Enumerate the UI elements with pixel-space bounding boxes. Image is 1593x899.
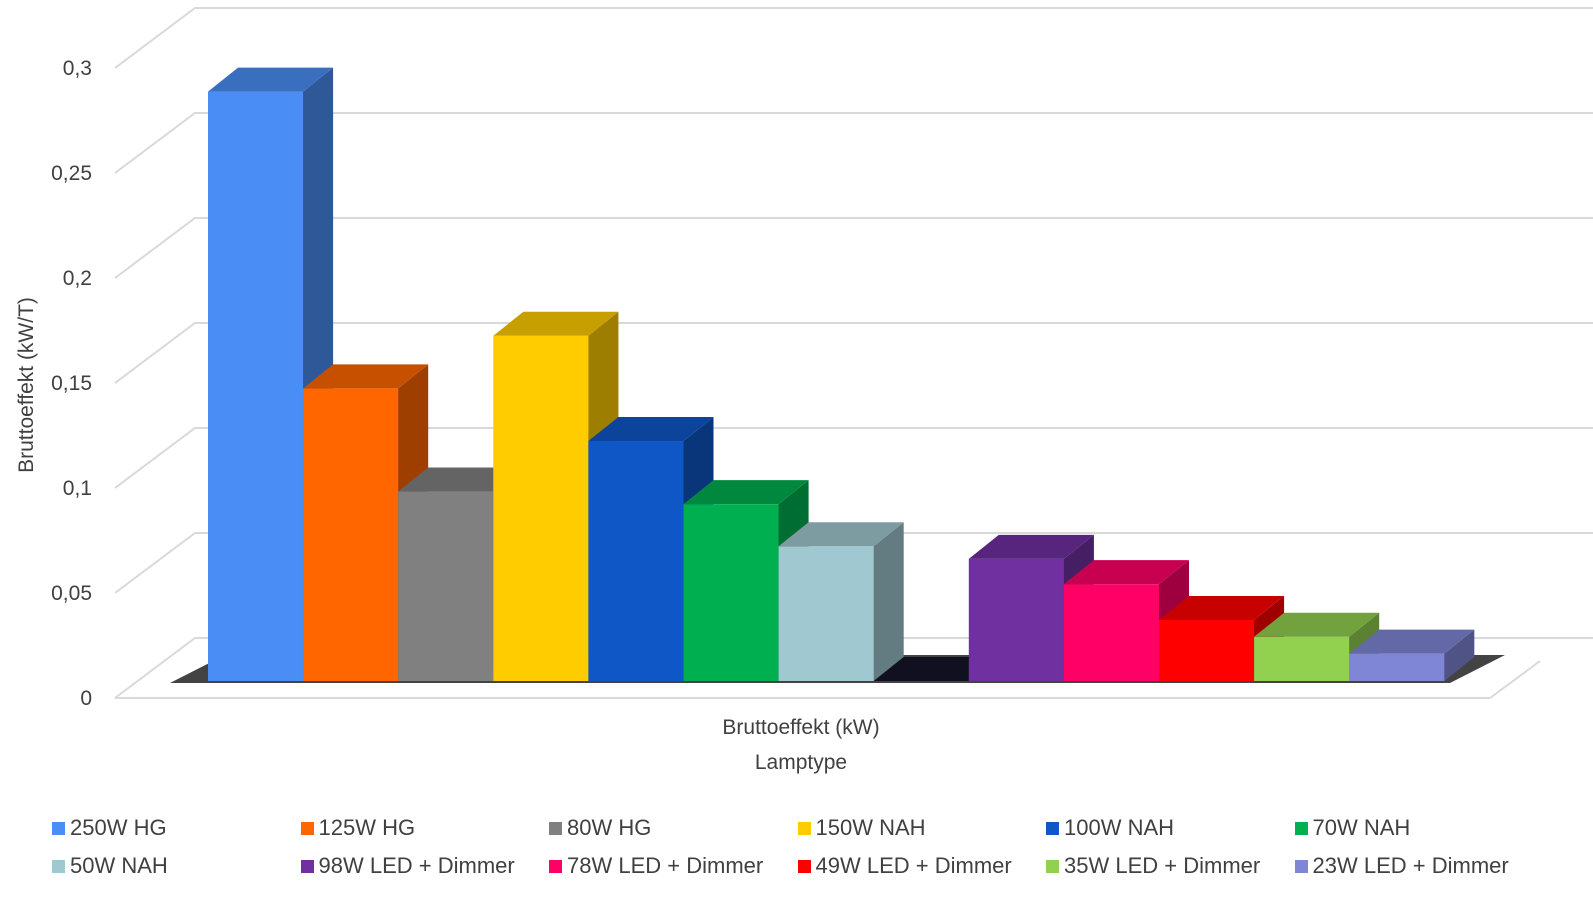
bar-front bbox=[398, 491, 494, 681]
bar-front bbox=[968, 558, 1065, 681]
bar bbox=[1063, 560, 1189, 681]
bar-top bbox=[1349, 629, 1475, 654]
y-tick-label: 0,15 bbox=[51, 372, 92, 395]
gridline bbox=[114, 322, 1593, 384]
bar-top bbox=[873, 657, 999, 681]
bar bbox=[493, 311, 619, 681]
bar-front bbox=[493, 335, 589, 681]
bar-front bbox=[1254, 636, 1350, 681]
bar-top bbox=[303, 364, 429, 389]
legend-item: 23W LED + Dimmer bbox=[1294, 853, 1509, 879]
legend-label: 150W NAH bbox=[815, 815, 926, 840]
legend-swatch bbox=[797, 821, 811, 835]
bar-front bbox=[208, 91, 304, 682]
legend-item: 70W NAH bbox=[1294, 815, 1411, 841]
y-tick-label: 0,05 bbox=[51, 582, 92, 605]
gridline bbox=[114, 7, 1593, 69]
gridline bbox=[114, 217, 1593, 279]
x-axis-subtitle: Lamptype bbox=[755, 751, 847, 774]
y-tick-label: 0,3 bbox=[63, 57, 92, 80]
bar-top bbox=[398, 467, 524, 492]
legend-label: 35W LED + Dimmer bbox=[1064, 853, 1261, 878]
floor-right-edge bbox=[1489, 660, 1541, 699]
legend: 250W HG 125W HG 80W HG 150W NAH 100W NAH 70W … bbox=[52, 815, 1593, 899]
bar-top bbox=[1159, 595, 1285, 620]
legend-swatch bbox=[300, 821, 314, 835]
y-tick-label: 0,1 bbox=[63, 477, 92, 500]
bar-top bbox=[493, 311, 619, 336]
legend-swatch bbox=[1294, 859, 1308, 873]
legend-swatch bbox=[1294, 821, 1308, 835]
y-tick-label: 0,25 bbox=[51, 162, 92, 185]
bar-top bbox=[1254, 612, 1380, 637]
bar-front bbox=[303, 388, 399, 681]
legend-item: 80W HG bbox=[549, 815, 651, 841]
bar-front bbox=[588, 441, 684, 681]
legend-item: 49W LED + Dimmer bbox=[797, 853, 1012, 879]
legend-item: 100W NAH bbox=[1046, 815, 1174, 841]
y-axis-ticks: 0 0,05 0,1 0,15 0,2 0,25 0,3 bbox=[51, 57, 92, 710]
bar-front bbox=[1349, 653, 1445, 681]
legend-label: 23W LED + Dimmer bbox=[1312, 853, 1509, 878]
gridline bbox=[114, 427, 1593, 489]
gridline bbox=[114, 112, 1593, 174]
legend-swatch bbox=[1046, 859, 1059, 873]
bar bbox=[873, 657, 999, 681]
legend-swatch bbox=[549, 821, 562, 835]
legend-label: 70W NAH bbox=[1312, 815, 1411, 840]
legend-item: 125W HG bbox=[300, 815, 416, 841]
y-tick-label: 0,2 bbox=[63, 267, 92, 290]
legend-label: 80W HG bbox=[567, 815, 652, 840]
legend-label: 98W LED + Dimmer bbox=[318, 853, 515, 878]
bar bbox=[778, 522, 904, 681]
y-axis-title: Bruttoeffekt (kW/T) bbox=[15, 297, 38, 473]
bar-front bbox=[1159, 619, 1255, 681]
legend-item: 250W HG bbox=[52, 815, 167, 841]
legend-swatch bbox=[300, 859, 314, 873]
chart: 0 0,05 0,1 0,15 0,2 0,25 0,3 Bruttoeffekt (kW/… bbox=[15, 7, 1593, 774]
legend-swatch bbox=[1046, 821, 1059, 835]
legend-item: 50W NAH bbox=[52, 853, 168, 879]
legend-swatch bbox=[797, 859, 811, 873]
bar-top bbox=[1063, 560, 1189, 585]
bar-side bbox=[873, 522, 904, 681]
legend-label: 49W LED + Dimmer bbox=[815, 853, 1012, 878]
legend-swatch bbox=[52, 821, 65, 835]
bars bbox=[208, 67, 1475, 682]
legend-item: 98W LED + Dimmer bbox=[300, 853, 515, 879]
bar-side bbox=[1444, 629, 1475, 681]
x-axis-title: Bruttoeffekt (kW) bbox=[722, 716, 879, 739]
legend-label: 250W HG bbox=[70, 815, 167, 840]
gridline bbox=[114, 532, 1593, 594]
legend-item: 78W LED + Dimmer bbox=[549, 853, 763, 879]
bar-front bbox=[778, 546, 875, 681]
legend-swatch bbox=[549, 859, 562, 873]
bar-top bbox=[683, 480, 809, 505]
bar-top bbox=[588, 417, 714, 442]
legend-label: 100W NAH bbox=[1064, 815, 1175, 840]
bar-front bbox=[683, 504, 780, 681]
grid-lines bbox=[114, 7, 1593, 699]
bar bbox=[1254, 612, 1380, 681]
bar-top bbox=[968, 534, 1094, 559]
bar-front bbox=[1063, 584, 1160, 681]
legend-item: 35W LED + Dimmer bbox=[1046, 853, 1260, 879]
bar bbox=[1349, 629, 1475, 681]
bar-top bbox=[208, 67, 334, 92]
legend-label: 78W LED + Dimmer bbox=[567, 853, 764, 878]
bar-top bbox=[778, 522, 904, 547]
legend-label: 125W HG bbox=[318, 815, 416, 840]
legend-item: 150W NAH bbox=[797, 815, 926, 841]
legend-label: 50W NAH bbox=[70, 853, 168, 878]
y-tick-label: 0 bbox=[80, 687, 92, 710]
legend-swatch bbox=[52, 859, 65, 873]
